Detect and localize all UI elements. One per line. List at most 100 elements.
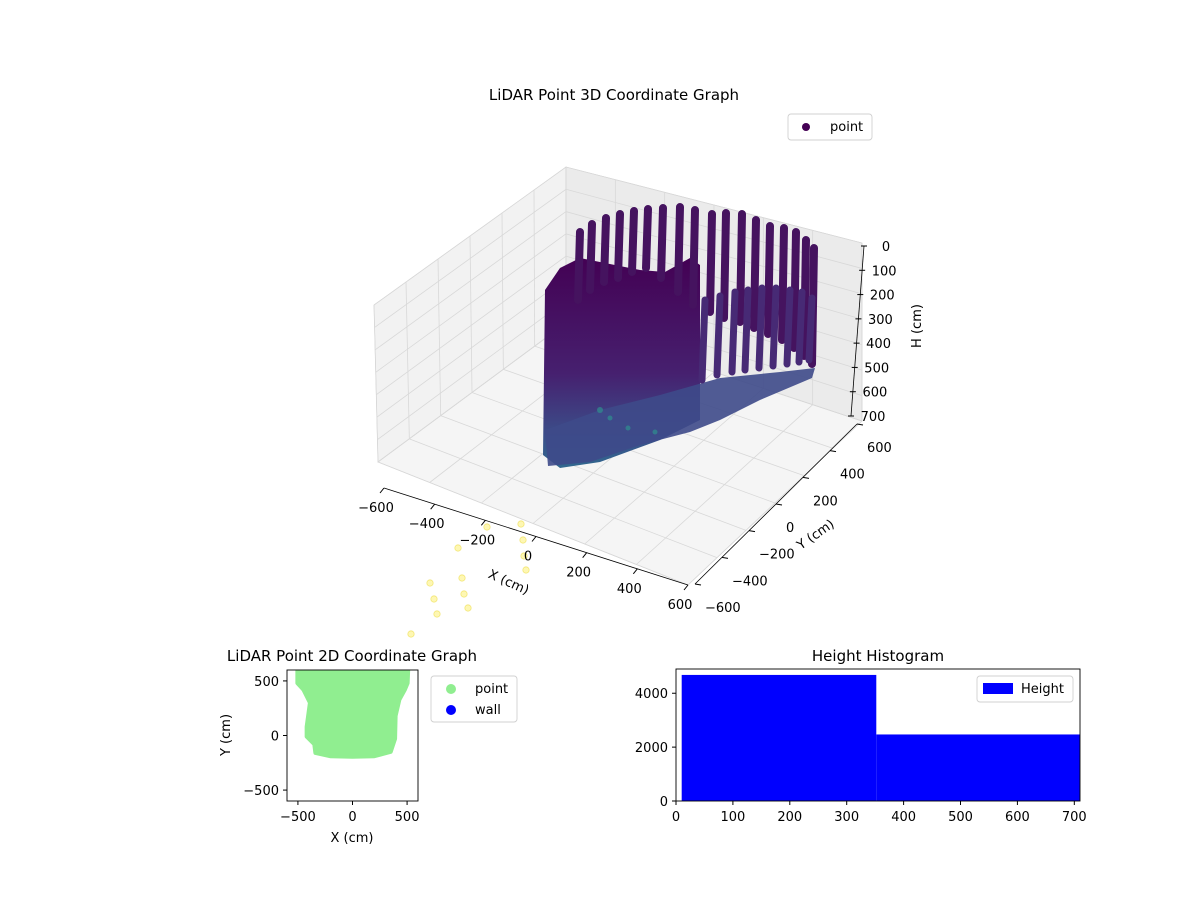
y-tick-3d (694, 583, 702, 586)
cloud-column (657, 204, 667, 282)
y-tick-label-2d: −500 (243, 784, 279, 799)
x-tick-3d (531, 536, 537, 542)
legend-2d: point wall (430, 675, 518, 723)
histogram-frame (675, 668, 1081, 802)
cloud-column (720, 209, 730, 322)
y-tick-3d (775, 503, 783, 506)
y-tick-3d (721, 556, 729, 559)
x-tick-label-hist: 400 (891, 810, 916, 825)
x-axis-label-2d: X (cm) (331, 831, 374, 846)
cloud-column (586, 220, 596, 294)
x-tick-label-3d: −600 (358, 501, 394, 516)
y-tick-label-3d: 400 (840, 468, 865, 483)
y-axis-label-2d: Y (cm) (219, 714, 234, 757)
grid-line (373, 304, 379, 463)
legend-2d-point-label: point (475, 682, 508, 697)
y-tick-label-3d: −400 (732, 574, 768, 589)
grid-line (377, 461, 689, 586)
x-tick-label-2d: 0 (348, 810, 356, 825)
x-tick-label-3d: −400 (409, 517, 445, 532)
legend-3d-marker (802, 123, 810, 131)
y-axis-line-3d (694, 423, 858, 585)
cloud-column (574, 228, 584, 304)
outlier-point (517, 520, 525, 528)
x-tick-label-3d: −200 (459, 533, 495, 548)
cloud-column (750, 216, 760, 332)
outlier-point (433, 610, 441, 618)
grid-line (374, 188, 863, 328)
cloud-column (741, 286, 752, 374)
y-tick-label-3d: 0 (786, 521, 794, 536)
x-tick-label-hist: 600 (1005, 810, 1030, 825)
axes-2d: −500 0 500 −500 0 500 (243, 675, 419, 825)
highlight-point (607, 415, 613, 421)
x-tick-3d (632, 568, 638, 575)
chart-2d-title: LiDAR Point 2D Coordinate Graph (227, 647, 477, 665)
z-tick-label-3d: 300 (868, 313, 893, 328)
outlier-point (520, 552, 528, 560)
x-tick-3d (683, 584, 689, 591)
histogram-bar (876, 734, 1080, 801)
x-tick-label-hist: 300 (834, 810, 859, 825)
outlier-point (407, 630, 415, 638)
highlight-point (597, 407, 603, 413)
legend-2d-wall-label: wall (475, 703, 501, 718)
y-tick-label-3d: −600 (705, 601, 741, 616)
y-tick-3d (856, 423, 864, 426)
outlier-point (522, 566, 530, 574)
cloud-column (764, 222, 774, 338)
cloud-floor-band (545, 368, 815, 466)
cloud-outliers (407, 520, 530, 638)
legend-3d-label: point (830, 120, 863, 135)
cloud-column (674, 203, 684, 296)
legend-histogram-label: Height (1021, 682, 1064, 697)
z-axis-label-3d: H (cm) (910, 304, 925, 348)
grid-line (405, 281, 410, 439)
cloud-column (713, 292, 724, 379)
y-tick-label-2d: 0 (271, 730, 279, 745)
cloud-column (795, 288, 806, 366)
z-tick-label-3d: 600 (862, 386, 887, 401)
cloud-column (769, 284, 780, 370)
y-tick-label-hist: 4000 (635, 687, 668, 702)
highlight-point (652, 429, 658, 435)
chart-3d-title: LiDAR Point 3D Coordinate Graph (489, 86, 739, 104)
outlier-point (430, 595, 438, 603)
axes-histogram: 0 100 200 300 400 500 600 700 0 2000 4000 (635, 687, 1087, 825)
cloud-column (778, 224, 788, 344)
cloud-column (805, 294, 816, 364)
grid-line (437, 258, 442, 416)
y-tick-3d (829, 450, 837, 453)
grid-line (501, 212, 504, 370)
z-tick-label-3d: 500 (864, 361, 889, 376)
y-axis-label-3d: Y (cm) (794, 517, 838, 554)
histogram-bars (681, 674, 1080, 801)
legend-histogram-swatch (983, 683, 1013, 694)
cloud-column (755, 284, 766, 372)
y-tick-label-3d: 200 (813, 494, 838, 509)
point-cloud-2d (295, 670, 411, 759)
x-tick-3d (379, 487, 385, 494)
z-tick-label-3d: 0 (882, 240, 890, 255)
y-tick-label-hist: 0 (660, 795, 668, 810)
grid-line (373, 166, 863, 306)
outlier-point (454, 544, 462, 552)
x-tick-label-3d: 0 (524, 550, 532, 565)
legend-histogram: Height (976, 675, 1074, 703)
outlier-point (426, 579, 434, 587)
x-tick-label-hist: 0 (672, 810, 680, 825)
x-tick-label-2d: −500 (280, 810, 316, 825)
cloud-column (698, 296, 709, 384)
chart-2d-plot-area (295, 670, 411, 759)
x-tick-label-hist: 200 (777, 810, 802, 825)
cloud-column (689, 206, 699, 309)
cloud-column (736, 210, 746, 326)
cloud-columns (574, 203, 818, 384)
point-cloud (407, 203, 818, 638)
y-tick-3d (748, 530, 756, 533)
grid-line (374, 211, 863, 351)
histogram-bar (681, 674, 877, 801)
x-tick-3d (582, 552, 588, 558)
